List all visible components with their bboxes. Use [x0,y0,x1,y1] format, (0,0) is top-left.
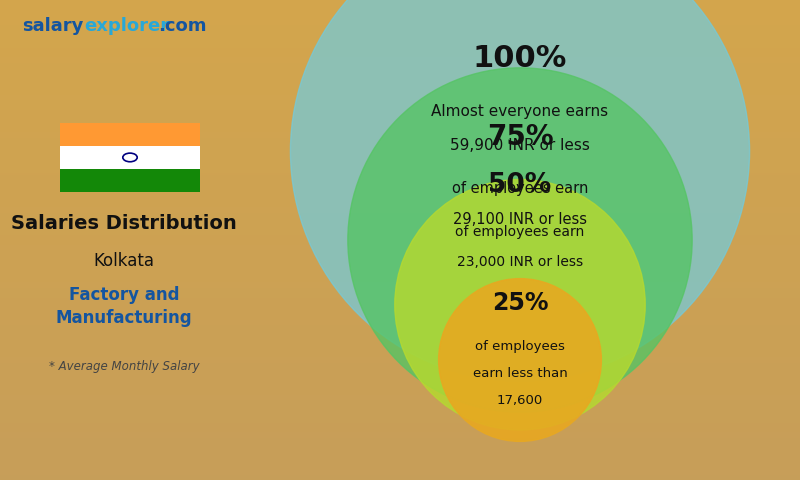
Circle shape [348,68,692,412]
Text: 29,100 INR or less: 29,100 INR or less [453,212,587,227]
Text: 59,900 INR or less: 59,900 INR or less [450,138,590,153]
Text: 23,000 INR or less: 23,000 INR or less [457,254,583,269]
Circle shape [290,0,750,381]
Circle shape [438,278,602,442]
Text: explorer: explorer [84,17,169,35]
Bar [60,169,200,192]
Text: of employees earn: of employees earn [455,226,585,240]
Text: Kolkata: Kolkata [94,252,154,270]
Text: earn less than: earn less than [473,367,567,380]
Text: 17,600: 17,600 [497,395,543,408]
Text: Factory and
Manufacturing: Factory and Manufacturing [56,286,192,327]
Text: of employees: of employees [475,340,565,353]
Text: 25%: 25% [492,291,548,315]
Text: .com: .com [158,17,207,35]
Bar [60,123,200,146]
Text: Salaries Distribution: Salaries Distribution [11,214,237,233]
Text: of employees earn: of employees earn [452,180,588,195]
Text: * Average Monthly Salary: * Average Monthly Salary [49,360,199,373]
Text: Almost everyone earns: Almost everyone earns [431,104,609,120]
Text: 75%: 75% [486,123,554,151]
Bar [60,146,200,169]
Text: 50%: 50% [488,172,552,198]
Text: salary: salary [22,17,84,35]
Circle shape [394,180,646,430]
Text: 100%: 100% [473,44,567,73]
